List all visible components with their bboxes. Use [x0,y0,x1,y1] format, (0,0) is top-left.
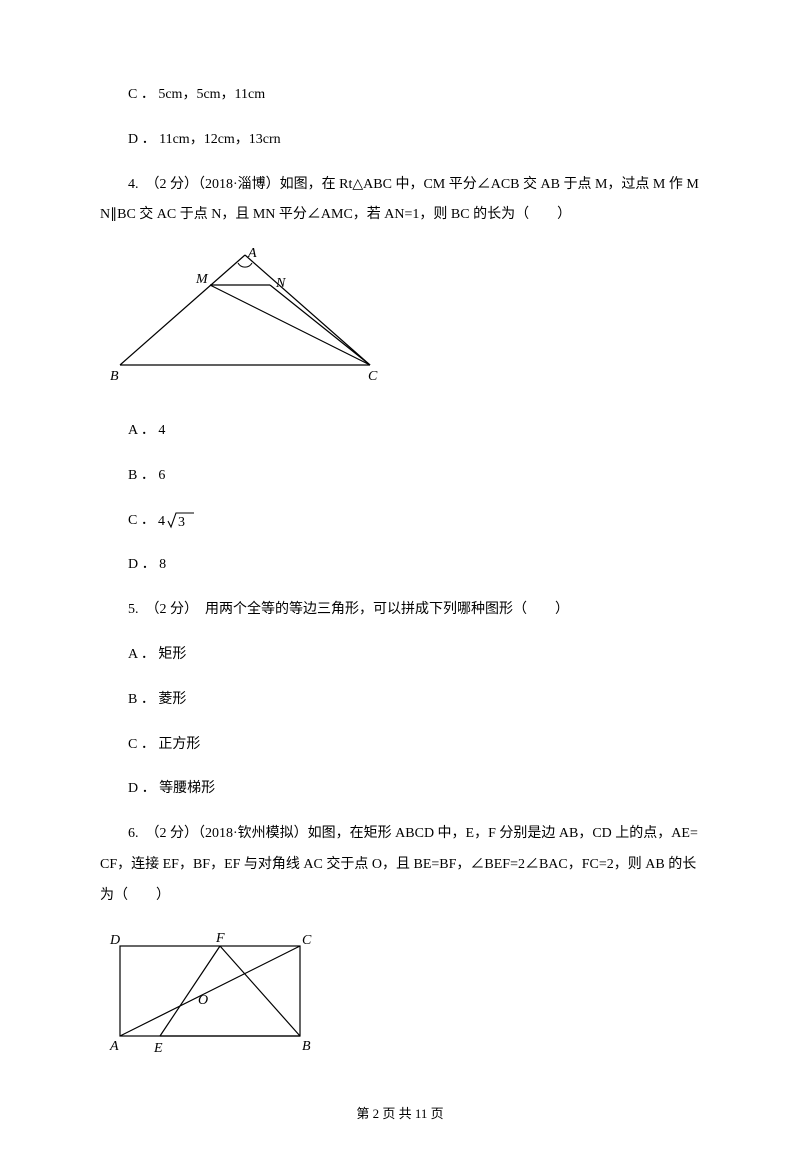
label-B: B [302,1039,311,1054]
option-c-prev: C ． 5cm，5cm，11cm [100,80,700,111]
label-A: A [247,246,257,261]
label-N: N [275,276,286,291]
expr-4sqrt3-icon: 4 3 [158,509,196,531]
question-4-text: 4. （2 分）（2018·淄博）如图，在 Rt△ABC 中，CM 平分∠ACB… [100,170,700,232]
label-M: M [195,272,209,287]
label-C: C [302,933,312,948]
question-6-text: 6. （2 分）（2018·钦州模拟）如图，在矩形 ABCD 中，E，F 分别是… [100,819,700,911]
label-E: E [153,1041,163,1056]
label-O: O [198,993,208,1008]
question-5-text: 5. （2 分） 用两个全等的等边三角形，可以拼成下列哪种图形（ ） [100,595,700,626]
label-D: D [109,933,120,948]
label-F: F [215,931,225,946]
q5-option-d: D ． 等腰梯形 [100,774,700,805]
page-footer: 第 2 页 共 11 页 [100,1100,700,1129]
footer-mid: 页 共 [379,1106,415,1121]
svg-text:4: 4 [158,514,165,529]
q4-option-a: A ． 4 [100,416,700,447]
q4-option-c-prefix: C ． [128,513,155,528]
q4-option-b: B ． 6 [100,461,700,492]
label-A: A [109,1039,119,1054]
q5-option-b: B ． 菱形 [100,685,700,716]
label-B: B [110,369,119,384]
footer-prefix: 第 [356,1106,372,1121]
q5-option-a: A ． 矩形 [100,640,700,671]
label-C: C [368,369,378,384]
question-4-figure: A B C M N [100,245,700,398]
question-6-figure: D C A B F E O [100,926,700,1069]
svg-text:3: 3 [178,515,185,530]
footer-suffix: 页 [427,1106,443,1121]
q4-option-c: C ． 4 3 [100,506,700,537]
footer-total: 11 [415,1106,428,1121]
option-d-prev: D ． 11cm，12cm，13crn [100,125,700,156]
q4-option-d: D ． 8 [100,550,700,581]
q5-option-c: C ． 正方形 [100,730,700,761]
